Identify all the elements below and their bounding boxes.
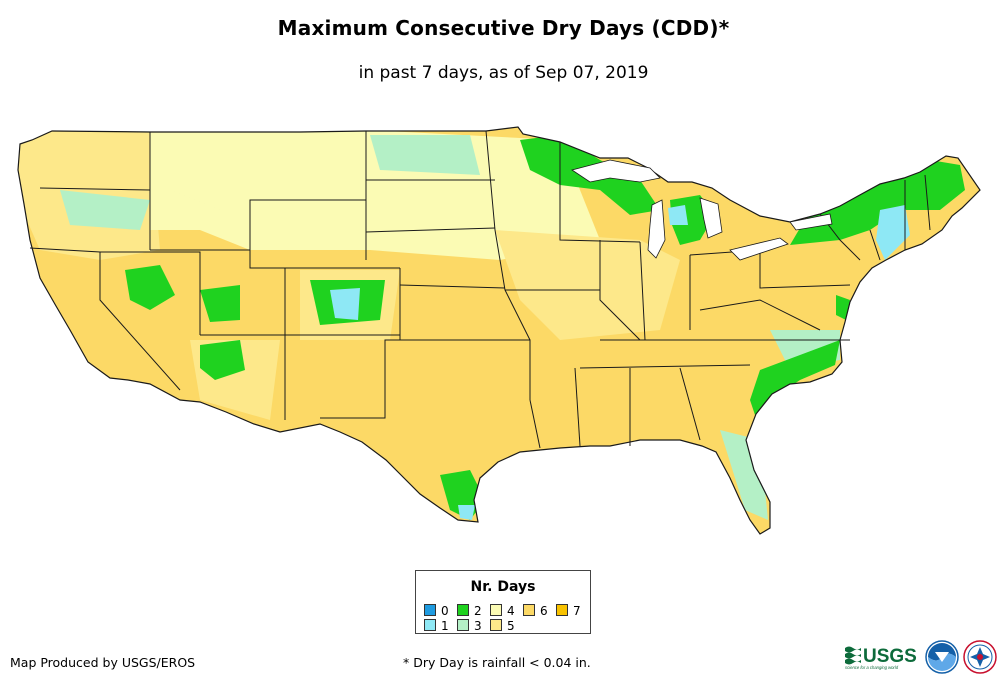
legend-swatch <box>523 604 535 616</box>
legend-label: 1 <box>441 619 449 633</box>
noaa-logo <box>925 640 959 674</box>
legend-swatch <box>424 604 436 616</box>
new-england-cyan <box>876 205 910 260</box>
legend-item-5: 5 <box>490 619 515 632</box>
legend-swatch <box>490 604 502 616</box>
legend-swatch <box>457 619 469 631</box>
state-borders <box>17 126 981 535</box>
legend-label: 0 <box>441 604 449 618</box>
lake-ontario <box>789 213 833 231</box>
legend-label: 6 <box>540 604 548 618</box>
legend-swatch <box>457 604 469 616</box>
legend-swatch <box>424 619 436 631</box>
nws-logo <box>963 640 997 674</box>
lake-superior <box>571 159 661 183</box>
dry-days-raster <box>18 127 980 534</box>
legend-item-7: 7 <box>556 604 581 617</box>
credit-text: Map Produced by USGS/EROS <box>10 655 196 670</box>
legend-item-3: 3 <box>457 619 482 632</box>
usgs-logo: USGS science for a changing world <box>845 646 917 670</box>
wyoming-pale <box>160 150 300 210</box>
legend-item-0: 0 <box>424 604 449 617</box>
usgs-tagline: science for a changing world <box>845 665 899 670</box>
usgs-wordmark: USGS <box>863 646 917 667</box>
oregon-mint <box>60 190 150 230</box>
legend-item-6: 6 <box>523 604 548 617</box>
legend-item-1: 1 <box>424 619 449 632</box>
footnote-text: * Dry Day is rainfall < 0.04 in. <box>403 655 591 670</box>
legend-item-2: 2 <box>457 604 482 617</box>
michigan-cyan <box>668 205 688 225</box>
midwest-light <box>495 230 680 340</box>
legend-swatch <box>490 619 502 631</box>
northeast-green <box>790 160 965 245</box>
legend-label: 7 <box>573 604 581 618</box>
legend-item-4: 4 <box>490 604 515 617</box>
legend-swatch <box>556 604 568 616</box>
lake-erie <box>729 237 789 261</box>
legend-label: 5 <box>507 619 515 633</box>
page-title: Maximum Consecutive Dry Days (CDD)* <box>277 16 730 40</box>
lake-huron <box>699 197 723 239</box>
nevada-green <box>125 265 175 310</box>
legend-title: Nr. Days <box>470 579 536 595</box>
page-subtitle: in past 7 days, as of Sep 07, 2019 <box>358 63 649 83</box>
legend-label: 3 <box>474 619 482 633</box>
colorado-cyan <box>330 288 360 320</box>
texas-coast-cyan <box>458 505 475 520</box>
utah-green <box>200 285 240 322</box>
legend-label: 2 <box>474 604 482 618</box>
legend-label: 4 <box>507 604 515 618</box>
great-lakes <box>571 159 833 261</box>
montana-mint <box>370 135 480 175</box>
florida-mint <box>720 430 768 520</box>
lake-michigan <box>647 199 666 259</box>
arizona-green <box>200 340 245 380</box>
